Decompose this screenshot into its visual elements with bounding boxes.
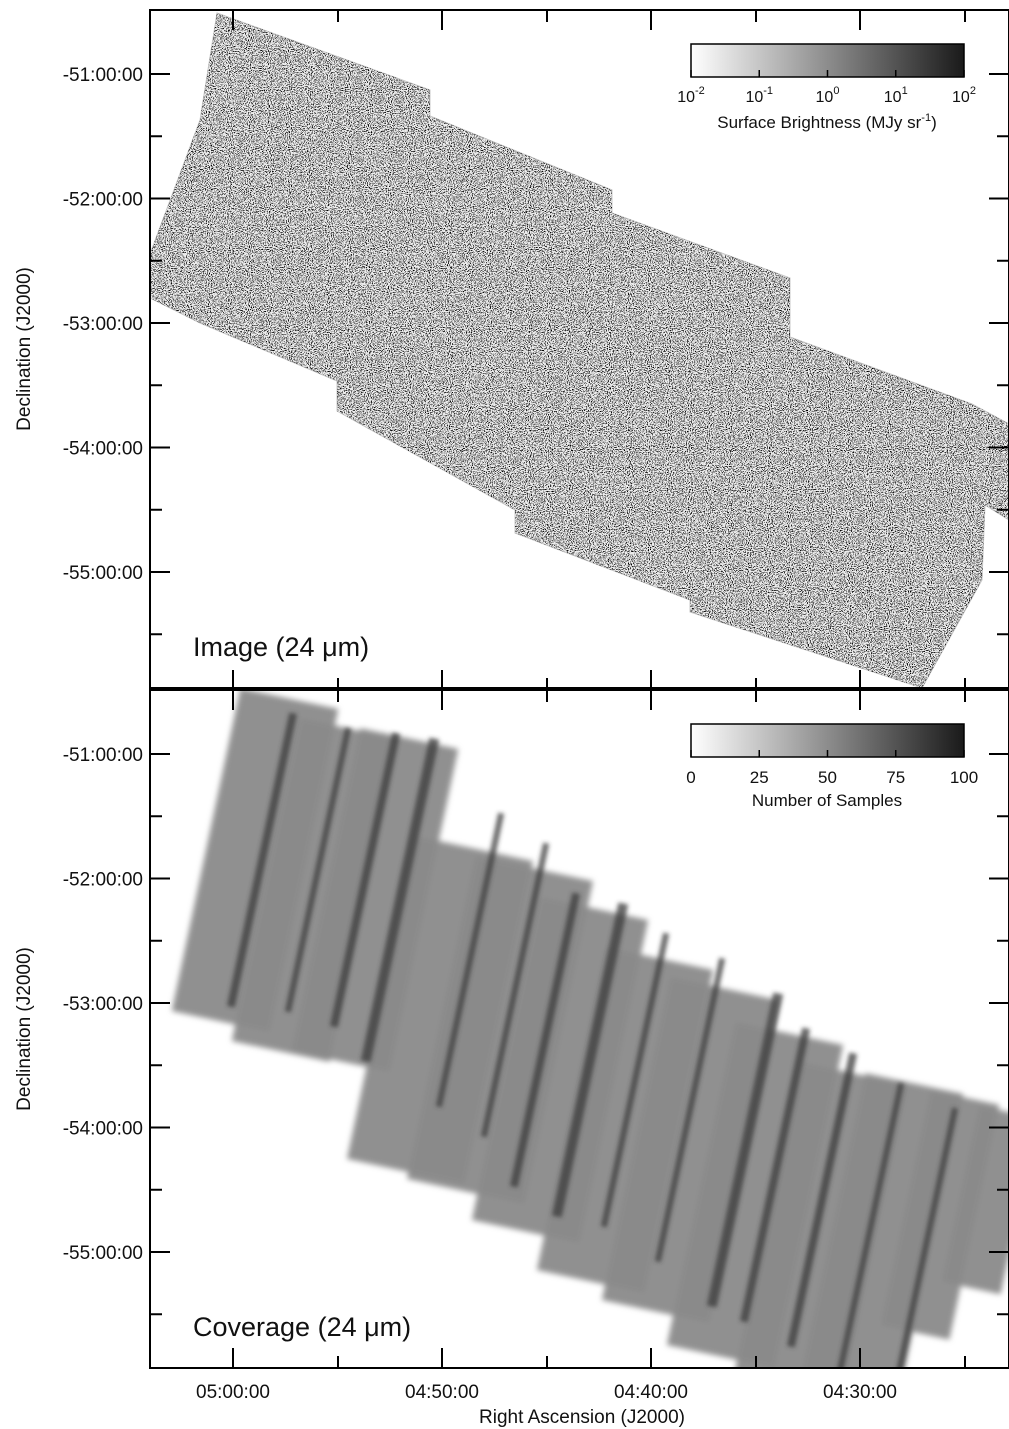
image-colorbar: 10-2 10-1 100 101 102 Surface Brightness (MJ…: [677, 43, 976, 132]
image-y-axis-label: Declination (J2000): [14, 267, 35, 431]
coverage-stripes: [226, 712, 959, 1368]
coverage-overlap-stripe: [480, 842, 550, 1138]
colorbar-tick-label: 10-2: [677, 85, 705, 106]
y-tick-label: -52:00:00: [63, 190, 143, 211]
coverage-overlap-stripe: [435, 812, 505, 1108]
ra-x-ticks: 05:00:00 04:50:00 04:40:00 04:30:00: [196, 10, 966, 1403]
image-colorbar-ticks: 10-2 10-1 100 101 102: [677, 70, 976, 106]
colorbar-tick-label: 100: [950, 768, 978, 787]
y-tick-label: -51:00:00: [63, 745, 143, 766]
coverage-colorbar-ramp: [690, 723, 965, 758]
colorbar-tick-label: 101: [884, 85, 908, 106]
coverage-overlap-stripe: [551, 902, 629, 1218]
coverage-overlap-stripe: [654, 957, 726, 1263]
y-tick-label: -54:00:00: [63, 1119, 143, 1140]
colorbar-tick-label: 75: [886, 768, 905, 787]
coverage-overlap-stripe: [226, 712, 298, 1008]
image-panel: -51:00:00 -52:00:00 -53:00:00 -54:00:00 -55:…: [14, 9, 1009, 689]
coverage-colorbar-ticks: 0 25 50 75 100: [686, 750, 978, 787]
colorbar-tick-label: 0: [686, 768, 695, 787]
coverage-colorbar-title: Number of Samples: [752, 791, 902, 810]
coverage-overlap-stripe: [786, 1052, 858, 1348]
coverage-overlap-stripe: [600, 932, 670, 1228]
y-tick-label: -53:00:00: [63, 314, 143, 335]
coverage-frame: [149, 689, 1009, 1369]
coverage-panel: -51:00:00 -52:00:00 -53:00:00 -54:00:00 -55:…: [14, 10, 1009, 1428]
coverage-overlap-stripe: [739, 1027, 811, 1323]
x-axis-label: Right Ascension (J2000): [479, 1407, 685, 1428]
image-y-ticks: -51:00:00 -52:00:00 -53:00:00 -54:00:00 -55:…: [63, 65, 1009, 636]
y-tick-label: -54:00:00: [63, 439, 143, 460]
image-colorbar-title: Surface Brightness (MJy sr-1): [717, 112, 937, 132]
coverage-panel-label: Coverage (24 μm): [193, 1312, 411, 1342]
coverage-overlap-stripe: [284, 727, 352, 1013]
coverage-overlap-stripe: [706, 992, 784, 1308]
y-tick-label: -55:00:00: [63, 1243, 143, 1264]
colorbar-tick-label: 50: [818, 768, 837, 787]
image-noise-texture: [150, 13, 1009, 688]
x-tick-label: 04:40:00: [614, 1382, 688, 1403]
y-tick-label: -53:00:00: [63, 994, 143, 1015]
coverage-colorbar: 0 25 50 75 100 Number of Samples: [686, 723, 978, 810]
coverage-overlap-stripe: [360, 737, 440, 1063]
coverage-overlap-stripe: [329, 732, 401, 1028]
x-tick-label: 05:00:00: [196, 1382, 270, 1403]
colorbar-tick-label: 25: [750, 768, 769, 787]
y-tick-label: -51:00:00: [63, 65, 143, 86]
y-tick-label: -55:00:00: [63, 563, 143, 584]
colorbar-tick-label: 10-1: [745, 85, 773, 106]
image-panel-label: Image (24 μm): [193, 632, 369, 662]
coverage-swaths: [171, 690, 1009, 1368]
coverage-y-ticks: -51:00:00 -52:00:00 -53:00:00 -54:00:00 -55:…: [63, 745, 1009, 1316]
image-frame: [149, 9, 1009, 689]
y-tick-label: -52:00:00: [63, 870, 143, 891]
x-tick-label: 04:50:00: [405, 1382, 479, 1403]
colorbar-tick-label: 100: [816, 85, 840, 106]
coverage-y-axis-label: Declination (J2000): [14, 947, 35, 1111]
coverage-overlap-stripe: [509, 892, 581, 1188]
coverage-overlap-stripe: [835, 1082, 905, 1368]
coverage-swath: [941, 1105, 1009, 1295]
colorbar-tick-label: 102: [952, 85, 976, 106]
coverage-overlap-stripe: [891, 1107, 959, 1368]
x-tick-label: 04:30:00: [823, 1382, 897, 1403]
